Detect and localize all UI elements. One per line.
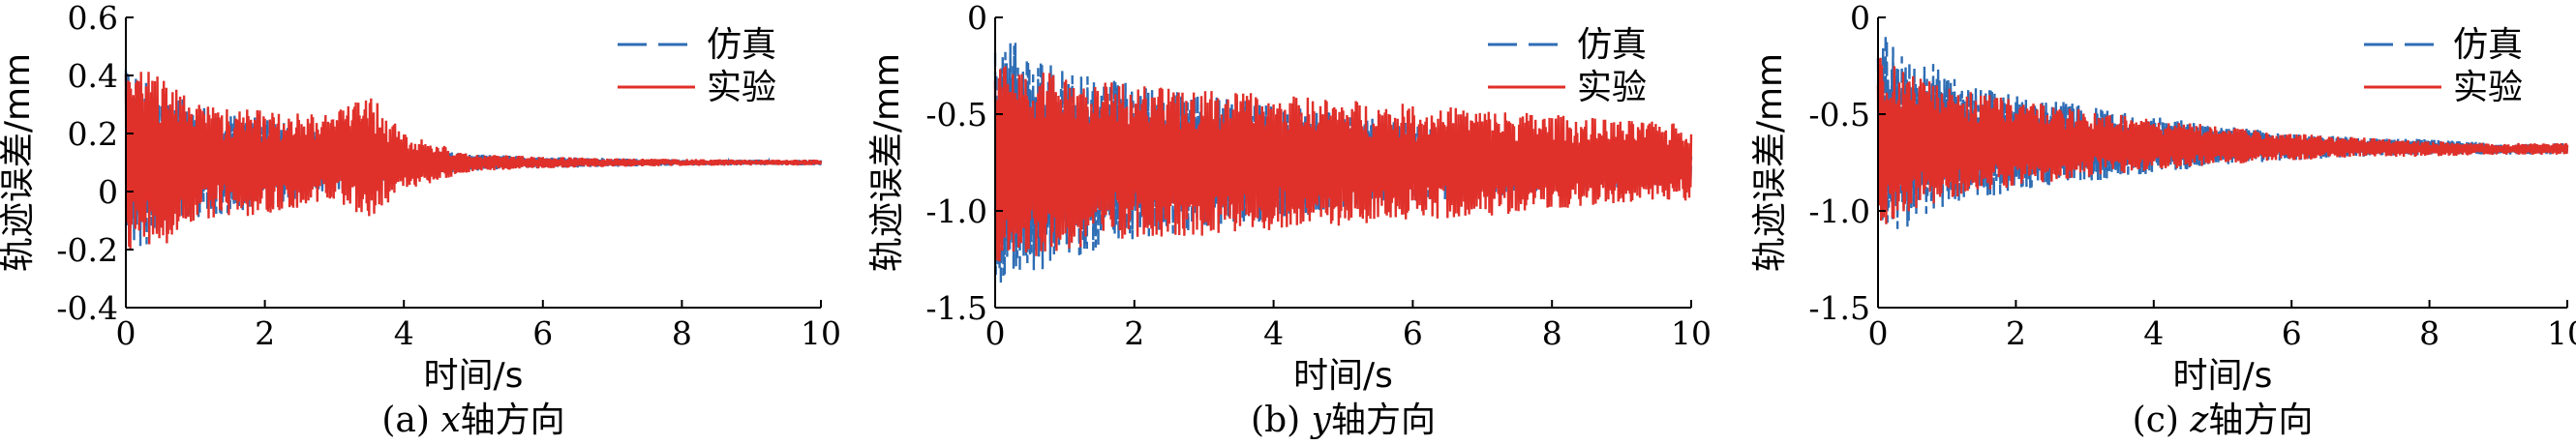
y-tick-label: -0.5 xyxy=(925,96,987,134)
caption-suffix: 轴方向 xyxy=(2208,400,2313,440)
legend-label-simulation: 仿真 xyxy=(2453,25,2523,65)
x-tick-label: 6 xyxy=(1403,314,1423,352)
caption-axis: y xyxy=(1310,400,1332,440)
y-tick-label: -1.5 xyxy=(1808,289,1870,327)
x-tick-label: 10 xyxy=(1671,314,1712,352)
y-tick-label: 0.2 xyxy=(68,115,118,153)
caption-prefix: (a) xyxy=(381,400,440,440)
y-tick-label: 0 xyxy=(967,0,987,37)
series-line-experiment xyxy=(1876,57,2569,224)
y-axis-label: 轨迹误差/mm xyxy=(0,53,38,272)
series-line-experiment xyxy=(124,72,823,250)
x-tick-label: 2 xyxy=(255,314,275,352)
caption-prefix: (b) xyxy=(1251,400,1312,440)
x-tick-label: 4 xyxy=(2143,314,2164,352)
y-tick-label: -1.0 xyxy=(925,193,987,230)
y-tick-label: -0.5 xyxy=(1808,96,1870,134)
y-tick-label: -0.4 xyxy=(56,289,118,327)
y-tick-label: 0 xyxy=(1850,0,1870,37)
legend-label-experiment: 实验 xyxy=(2453,68,2523,107)
legend-label-simulation: 仿真 xyxy=(1577,25,1647,65)
y-tick-label: 0.4 xyxy=(68,57,118,95)
series-line-experiment xyxy=(993,66,1693,262)
caption-axis: z xyxy=(2189,400,2209,440)
caption-suffix: 轴方向 xyxy=(461,400,565,440)
x-axis-label: 时间/s xyxy=(2173,356,2273,396)
caption-suffix: 轴方向 xyxy=(1331,400,1436,440)
y-tick-label: 0 xyxy=(98,173,118,211)
x-tick-label: 8 xyxy=(672,314,692,352)
caption-prefix: (c) xyxy=(2133,400,2191,440)
x-tick-label: 8 xyxy=(1542,314,1562,352)
x-tick-label: 2 xyxy=(1124,314,1144,352)
x-tick-label: 0 xyxy=(985,314,1006,352)
x-tick-label: 6 xyxy=(532,314,553,352)
legend-label-experiment: 实验 xyxy=(1577,68,1647,107)
subfigure-caption: (b) y轴方向 xyxy=(1251,400,1436,440)
x-tick-label: 0 xyxy=(1868,314,1889,352)
y-tick-label: -0.2 xyxy=(56,231,118,269)
subfigure-caption: (c) z轴方向 xyxy=(2133,400,2314,440)
x-tick-label: 4 xyxy=(394,314,414,352)
y-tick-label: -1.0 xyxy=(1808,193,1870,230)
x-tick-label: 2 xyxy=(2006,314,2026,352)
x-tick-label: 6 xyxy=(2282,314,2302,352)
chart-panel-1: 0 2 4 6 8 10 -0.4 -0.2 0 0.2 0.4 0.6 时间/s 轨迹误差/mm 仿真实验… xyxy=(0,0,841,440)
y-tick-label: -1.5 xyxy=(925,289,987,327)
legend-label-experiment: 实验 xyxy=(707,68,776,107)
x-tick-label: 4 xyxy=(1263,314,1284,352)
subfigure-caption: (a) x轴方向 xyxy=(381,400,564,440)
caption-axis: x xyxy=(440,400,460,440)
x-tick-label: 10 xyxy=(2547,314,2576,352)
x-tick-label: 8 xyxy=(2419,314,2440,352)
x-axis-label: 时间/s xyxy=(1293,356,1393,396)
y-axis-label: 轨迹误差/mm xyxy=(1750,53,1790,272)
y-tick-label: 0.6 xyxy=(68,0,118,37)
x-tick-label: 0 xyxy=(116,314,136,352)
y-axis-label: 轨迹误差/mm xyxy=(867,53,907,272)
x-axis-label: 时间/s xyxy=(424,356,524,396)
legend-label-simulation: 仿真 xyxy=(707,25,776,65)
x-tick-label: 10 xyxy=(801,314,841,352)
